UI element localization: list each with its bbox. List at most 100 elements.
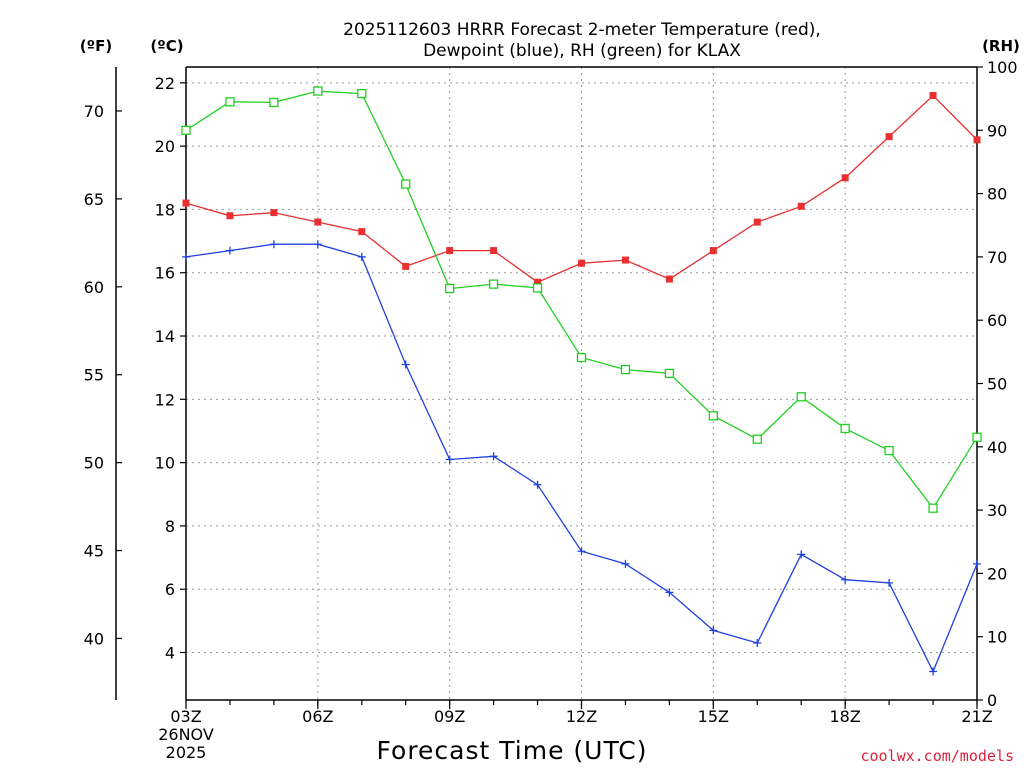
axis-layer: 4 6 8 10 12 14 16 18 20 22 40 45 50 55 60 65 70 0 10 20 30 40… [84,58,1018,726]
temperature-point [973,136,981,144]
rh-point [445,283,455,294]
rh-tick-label: 40 [987,438,1007,457]
fahrenheit-tick-label: 55 [84,366,104,385]
dewpoint-point [577,547,586,556]
dewpoint-point [973,559,981,568]
time-tick-label: 12Z [566,707,597,726]
celsius-tick-label: 6 [165,580,175,599]
celsius-tick-label: 22 [155,74,175,93]
fahrenheit-tick-label: 50 [84,454,104,473]
rh-point [752,434,762,444]
rh-point [796,392,806,402]
rh-tick-label: 60 [987,311,1007,330]
rh-point [532,283,543,293]
celsius-tick-label: 8 [165,517,175,536]
dewpoint-point [885,578,894,587]
temperature-point [490,247,498,255]
temperature-point [534,278,542,286]
temperature-point [402,262,410,270]
rh-point [884,445,894,456]
fahrenheit-tick-label: 65 [84,190,104,209]
temperature-point [314,218,322,226]
time-tick-label: 18Z [830,707,861,726]
temperature-point [665,275,673,283]
dewpoint-point [401,360,410,369]
chart-title-line1: 2025112603 HRRR Forecast 2-meter Tempera… [343,20,821,40]
dewpoint-point [269,240,278,249]
temperature-point [841,174,849,182]
celsius-tick-label: 4 [165,644,175,663]
temperature-point [753,218,761,226]
temperature-point [182,199,190,207]
temperature-point [929,91,937,99]
temperature-point [885,133,893,141]
rh-tick-label: 50 [987,375,1007,394]
rh-point [972,432,982,442]
chart-title-line2: Dewpoint (blue), RH (green) for KLAX [423,41,741,61]
time-tick-label: 15Z [698,707,729,726]
rh-tick-label: 30 [987,501,1007,520]
temperature-point [270,209,278,217]
rh-tick-label: 80 [987,185,1007,204]
dewpoint-point [929,667,938,676]
dewpoint-series [182,240,981,676]
rh-point [708,411,718,421]
credit-text: coolwx.com/models [860,747,1014,765]
temperature-point [709,247,717,255]
rh-tick-label: 10 [987,628,1007,647]
fahrenheit-tick-label: 70 [84,102,104,121]
dewpoint-point [753,639,762,648]
rh-point [313,86,323,96]
celsius-unit-label: (ºC) [150,37,183,55]
temperature-point [226,212,234,220]
rh-unit-label: (RH) [982,37,1020,55]
celsius-tick-label: 10 [155,454,175,473]
fahrenheit-tick-label: 45 [84,542,104,561]
rh-point [181,125,191,135]
series-layer [181,86,982,676]
time-tick-label: 09Z [434,707,465,726]
fahrenheit-tick-label: 60 [84,278,104,297]
dewpoint-point [357,252,366,261]
rh-tick-label: 90 [987,121,1007,140]
fahrenheit-tick-label: 40 [84,629,104,648]
rh-point [357,88,367,99]
temperature-point [358,228,366,236]
celsius-tick-label: 18 [155,200,175,219]
temperature-point [446,247,454,255]
dewpoint-point [841,575,850,584]
rh-tick-label: 0 [987,691,997,710]
rh-point [928,503,938,513]
celsius-tick-label: 14 [155,327,175,346]
rh-point [225,97,235,107]
time-tick-label: 06Z [302,707,333,726]
rh-point [620,364,631,375]
rh-tick-label: 20 [987,564,1007,583]
dewpoint-point [445,455,454,464]
rh-point [840,423,850,434]
temperature-series [182,91,981,286]
dewpoint-point [313,240,322,249]
rh-tick-label: 70 [987,248,1007,267]
temperature-point [578,259,585,267]
time-tick-label: 21Z [961,707,992,726]
dewpoint-point [621,559,630,568]
x-axis-title: Forecast Time (UTC) [377,736,648,765]
celsius-tick-label: 16 [155,264,175,283]
rh-point [488,279,499,289]
celsius-tick-label: 12 [155,390,175,409]
dewpoint-point [797,550,806,559]
rh-point [269,97,279,108]
temperature-point [621,256,629,264]
dewpoint-point [182,252,190,261]
grid-layer [186,67,977,700]
dewpoint-point [665,588,674,597]
date-label-year: 2025 [166,743,207,762]
temperature-point [797,202,805,210]
dewpoint-point [225,246,234,255]
fahrenheit-unit-label: (ºF) [80,37,112,55]
dewpoint-point [709,626,718,635]
rh-series [181,86,982,513]
rh-point [576,352,587,363]
